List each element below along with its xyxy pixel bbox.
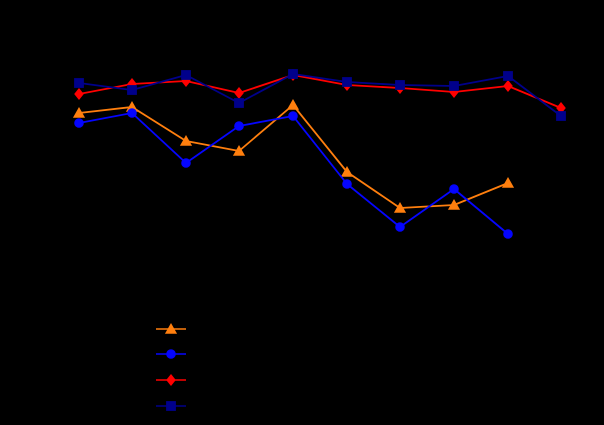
blue-circle-marker xyxy=(127,108,137,118)
legend-marker-navy-square xyxy=(166,401,176,411)
blue-circle-marker xyxy=(449,184,459,194)
navy-square-marker xyxy=(74,78,84,88)
legend-marker-red-diamond xyxy=(166,373,176,387)
navy-square-marker xyxy=(556,111,566,121)
orange-triangle-marker xyxy=(447,198,461,210)
legend-marker-blue-circle xyxy=(166,349,176,359)
orange-triangle-marker xyxy=(72,106,86,118)
orange-triangle-marker xyxy=(340,165,354,177)
blue-circle-line xyxy=(78,112,509,235)
navy-square-marker xyxy=(503,71,513,81)
series-navy-square xyxy=(74,69,566,121)
navy-square-line xyxy=(78,73,562,117)
blue-circle-marker xyxy=(74,118,84,128)
series-red-diamond xyxy=(74,68,566,115)
legend xyxy=(156,322,186,411)
red-diamond-marker xyxy=(234,86,244,100)
navy-square-marker xyxy=(234,98,244,108)
orange-triangle-marker xyxy=(501,176,515,188)
blue-circle-marker xyxy=(395,222,405,232)
navy-square-marker xyxy=(449,81,459,91)
blue-circle-marker xyxy=(503,229,513,239)
red-diamond-marker xyxy=(74,87,84,101)
orange-triangle-marker xyxy=(232,144,246,156)
legend-marker-orange-triangle xyxy=(164,322,178,334)
navy-square-marker xyxy=(395,80,405,90)
navy-square-marker xyxy=(342,77,352,87)
blue-circle-marker xyxy=(181,158,191,168)
navy-square-marker xyxy=(127,85,137,95)
navy-square-marker xyxy=(288,69,298,79)
blue-circle-marker xyxy=(288,111,298,121)
orange-triangle-marker xyxy=(286,98,300,110)
orange-triangle-marker xyxy=(179,134,193,146)
red-diamond-marker xyxy=(503,79,513,93)
series-orange-triangle xyxy=(72,98,515,213)
navy-square-marker xyxy=(181,70,191,80)
series-blue-circle xyxy=(74,108,513,239)
blue-circle-marker xyxy=(234,121,244,131)
blue-circle-marker xyxy=(342,179,352,189)
orange-triangle-marker xyxy=(393,201,407,213)
